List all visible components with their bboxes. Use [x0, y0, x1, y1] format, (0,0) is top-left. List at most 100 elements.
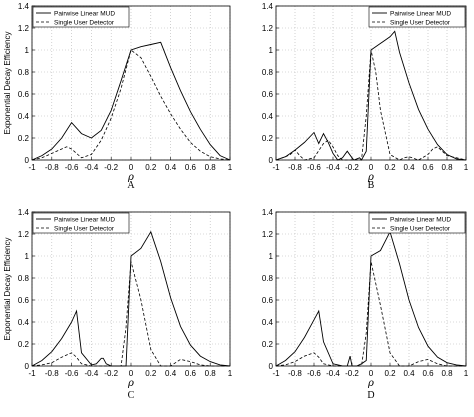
panel-c-legend: Pairwise Linear MUD Single User Detector: [32, 212, 130, 234]
panel-a-legend-label: Pairwise Linear MUD: [54, 10, 115, 17]
panel-d-y-tick-label: 0.8: [262, 274, 274, 283]
chart-panel-c: -1 -0.8 -0.6 -0.4 -0.2 0 0.2 0.4 0.6 0.8 1 0 0.2 0.4 0…: [3, 208, 233, 401]
panel-a-y-axis-label: Exponential Decay Efficiency: [3, 31, 12, 134]
panel-b-y-tick-label: 0.2: [262, 134, 274, 143]
panel-d-plot-frame: [275, 211, 467, 367]
panel-b-x-tick-label: -0.6: [307, 163, 321, 172]
panel-b-x-tick-label: 0.8: [441, 163, 453, 172]
panel-c-x-tick-label: 1: [228, 369, 233, 378]
panel-b-legend: Pairwise Linear MUD Single User Detector: [368, 6, 466, 28]
panel-d-x-tick-label: 0.8: [441, 369, 453, 378]
panel-c-y-tick-label: 0.4: [18, 318, 30, 327]
panel-c-x-tick-label: 0.4: [165, 369, 177, 378]
panel-a-legend: Pairwise Linear MUD Single User Detector: [32, 6, 130, 28]
panel-d-x-tick-label: -0.8: [288, 369, 302, 378]
panel-c-x-tick-label: 0.6: [185, 369, 197, 378]
panel-d-x-tick-label: 0: [369, 369, 374, 378]
panel-c-legend-label: Single User Detector: [54, 225, 115, 232]
panel-d-y-tick-label: 0: [269, 362, 274, 371]
panel-d-x-tick-label: -0.4: [326, 369, 340, 378]
panel-b-legend-label: Single User Detector: [390, 19, 451, 26]
panel-d-legend-box: [368, 212, 466, 234]
panel-d-y-tick-label: 0.6: [262, 296, 274, 305]
panel-a-y-tick-label: 1.2: [18, 24, 30, 33]
panel-b-y-tick-label: 0.6: [262, 90, 274, 99]
panel-a-y-tick-label: 1: [25, 46, 30, 55]
panel-b-x-tick-label: 0.2: [384, 163, 396, 172]
panel-b-x-tick-label: 0.6: [422, 163, 434, 172]
panel-c-legend-label: Pairwise Linear MUD: [54, 216, 115, 223]
panel-b-y-tick-label: 1.4: [262, 2, 274, 11]
chart-panel-d: -1 -0.8 -0.6 -0.4 -0.2 0 0.2 0.4 0.6 0.8 1 0 0.2 0.4 0…: [262, 208, 469, 401]
panel-a-plot-frame: [31, 5, 231, 161]
panel-b-plot-frame: [275, 5, 467, 161]
panel-c-letter: C: [128, 390, 135, 401]
panel-b-y-tick-label: 0.8: [262, 68, 274, 77]
panel-a-x-tick-label: 0.8: [205, 163, 217, 172]
panel-b-y-tick-label: 1.2: [262, 24, 274, 33]
panel-d-legend-label: Single User Detector: [390, 225, 451, 232]
panel-a-y-tick-label: 0.4: [18, 112, 30, 121]
panel-b-y-tick-label: 1: [269, 46, 274, 55]
panel-d-y-tick-label: 1.2: [262, 230, 274, 239]
panel-d-legend: Pairwise Linear MUD Single User Detector: [368, 212, 466, 234]
panel-c-legend-box: [32, 212, 130, 234]
panel-b-letter: B: [368, 180, 375, 191]
panel-d-y-tick-label: 1: [269, 252, 274, 261]
panel-a-y-tick-label: 0: [25, 156, 30, 165]
panel-c-y-tick-label: 1.2: [18, 230, 30, 239]
panel-d-x-axis-label: ρ: [367, 378, 374, 389]
panel-d-x-tick-label: -1: [272, 369, 280, 378]
panel-b-x-tick-label: 0.4: [403, 163, 415, 172]
panel-c-x-tick-label: -0.8: [45, 369, 59, 378]
panel-d-single-user-detector-line: [275, 261, 466, 367]
panel-d-pairwise-mud-line: [275, 230, 467, 367]
panel-a-x-tick-label: -1: [28, 163, 36, 172]
panel-a-legend-box: [32, 6, 130, 28]
panel-c-x-tick-label: -1: [28, 369, 36, 378]
panel-a-y-tick-label: 0.6: [18, 90, 30, 99]
panel-c-plot-frame: [31, 211, 231, 367]
panel-d-y-tick-label: 1.4: [262, 208, 274, 217]
panel-d-x-tick-label: -0.6: [307, 369, 321, 378]
panel-a-x-tick-label: -0.8: [45, 163, 59, 172]
panel-a-letter: A: [127, 180, 135, 191]
panel-b-pairwise-mud-line: [275, 30, 467, 161]
panel-a-x-tick-label: 0.2: [145, 163, 157, 172]
panel-b-x-tick-label: -0.4: [326, 163, 340, 172]
panel-d-x-tick-label: 0.4: [403, 369, 415, 378]
panel-c-y-tick-label: 1.4: [18, 208, 30, 217]
panel-a-x-tick-label: -0.2: [104, 163, 118, 172]
panel-b-legend-label: Pairwise Linear MUD: [390, 10, 451, 17]
panel-a-single-user-detector-line: [31, 49, 231, 161]
panel-b-y-tick-label: 0.4: [262, 112, 274, 121]
panel-a-y-tick-label: 0.8: [18, 68, 30, 77]
panel-a-x-tick-label: -0.6: [65, 163, 79, 172]
panel-a-x-tick-label: 0.4: [165, 163, 177, 172]
panel-a-x-tick-label: -0.4: [85, 163, 99, 172]
panel-a-x-tick-label: 0.6: [185, 163, 197, 172]
panel-c-y-tick-label: 0: [25, 362, 30, 371]
panel-b-x-tick-label: 1: [464, 163, 469, 172]
chart-panel-b: -1 -0.8 -0.6 -0.4 -0.2 0 0.2 0.4 0.6 0.8 1 0 0.2 0.4 0…: [262, 2, 469, 191]
panel-b-y-tick-label: 0: [269, 156, 274, 165]
panel-c-x-tick-label: -0.2: [104, 369, 118, 378]
panel-a-y-tick-label: 1.4: [18, 2, 30, 11]
panel-c-x-tick-label: -0.4: [85, 369, 99, 378]
chart-panel-a: -1 -0.8 -0.6 -0.4 -0.2 0 0.2 0.4 0.6 0.8 1 0 0.2 0.4 0…: [3, 2, 233, 191]
panel-c-x-tick-label: 0: [129, 369, 134, 378]
panel-b-legend-box: [368, 6, 466, 28]
panel-d-y-tick-label: 0.4: [262, 318, 274, 327]
panel-c-single-user-detector-line: [31, 261, 230, 367]
panel-c-x-axis-label: ρ: [127, 378, 134, 389]
panel-b-x-tick-label: -0.2: [345, 163, 359, 172]
panel-c-y-tick-label: 1: [25, 252, 30, 261]
panel-d-x-tick-label: 1: [464, 369, 469, 378]
panel-d-x-tick-label: 0.2: [384, 369, 396, 378]
panel-a-legend-label: Single User Detector: [54, 19, 115, 26]
panel-b-x-tick-label: -0.8: [288, 163, 302, 172]
panel-c-y-tick-label: 0.2: [18, 340, 30, 349]
panel-c-x-tick-label: -0.6: [65, 369, 79, 378]
panel-c-y-tick-label: 0.8: [18, 274, 30, 283]
